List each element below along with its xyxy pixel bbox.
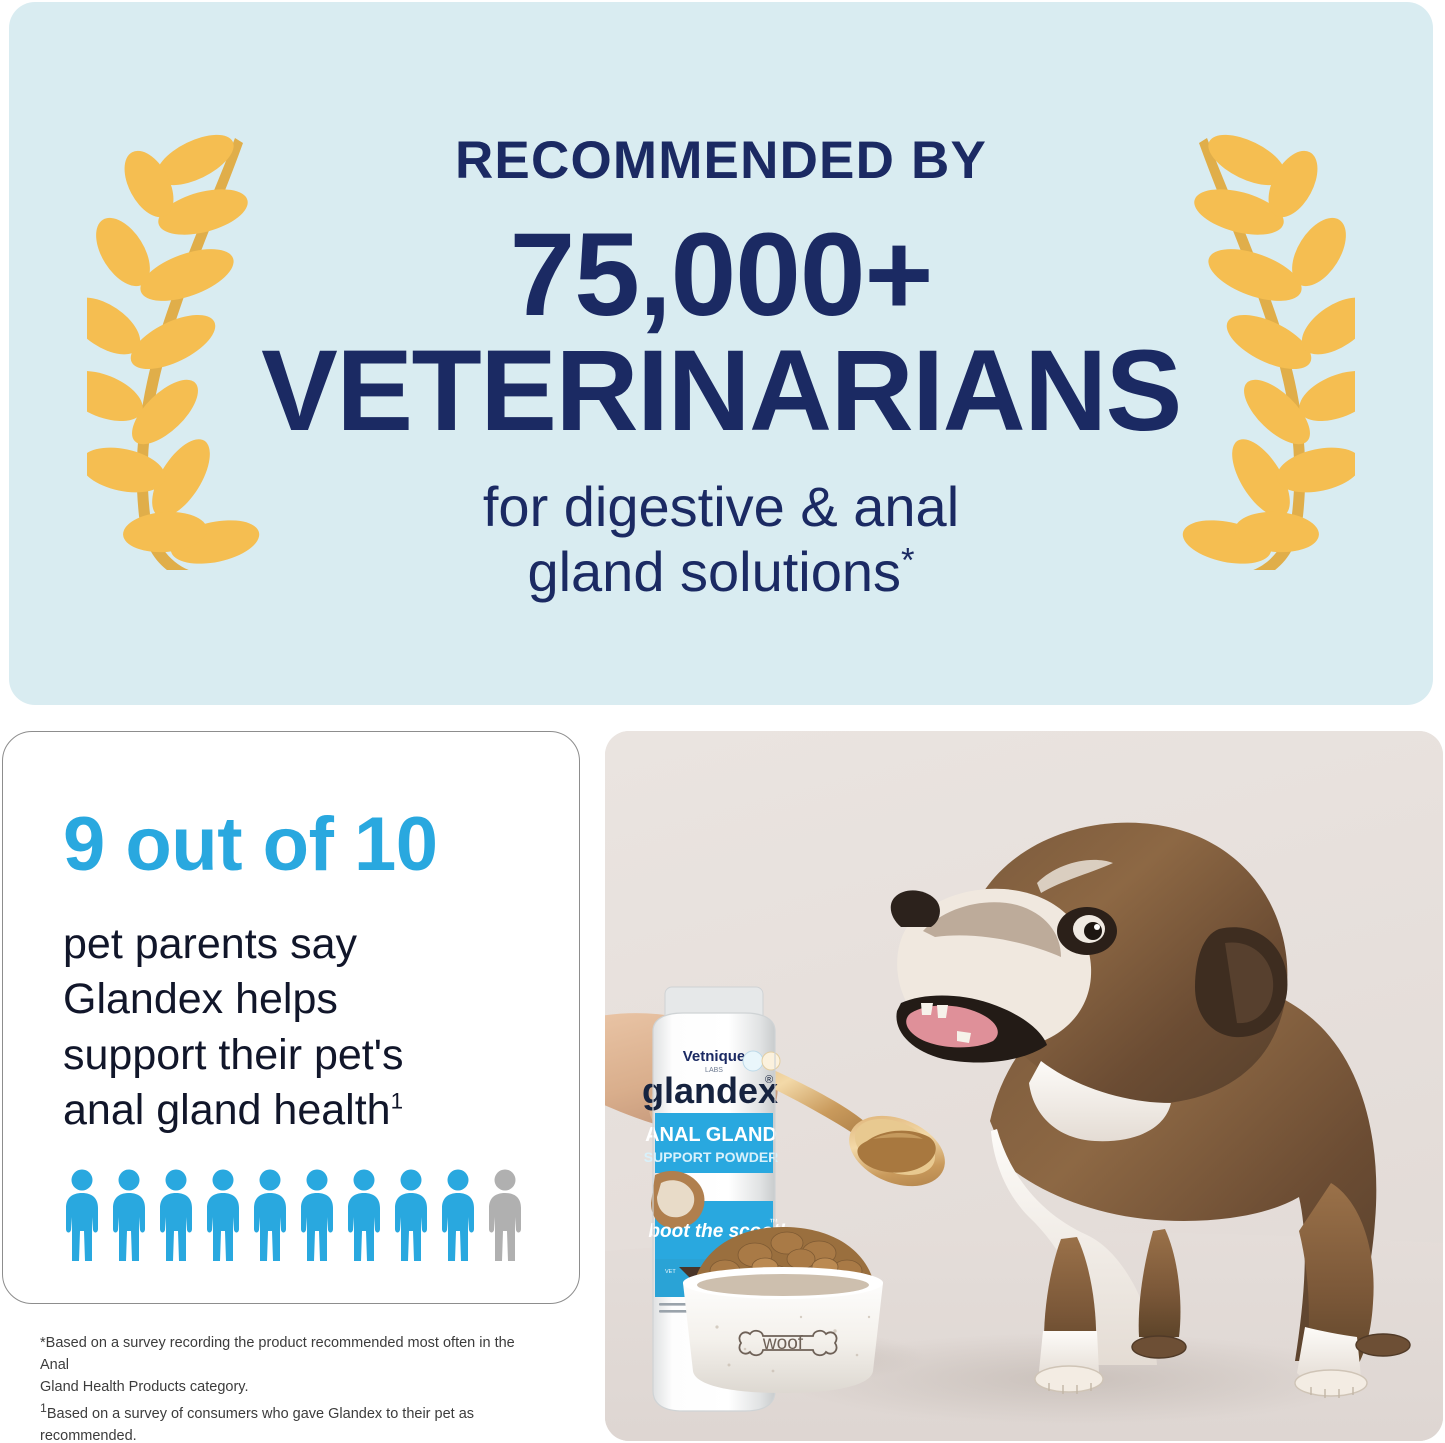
hero-count: 75,000+ — [509, 209, 934, 341]
svg-text:ANAL GLAND: ANAL GLAND — [645, 1124, 777, 1146]
footnote-line-1: *Based on a survey recording the product… — [40, 1335, 515, 1374]
hero-footnote-marker: * — [901, 541, 915, 580]
svg-text:woof: woof — [762, 1333, 804, 1354]
hero-text-block: RECOMMENDED BY 75,000+ VETERINARIANS for… — [9, 134, 1433, 605]
footnote-line-3-text: Based on a survey of consumers who gave … — [40, 1405, 475, 1443]
person-icon — [484, 1169, 526, 1263]
stat-body-line3: support their pet's — [63, 1030, 404, 1079]
person-icon — [61, 1169, 103, 1263]
stat-body-line4-text: anal gland health — [63, 1086, 391, 1135]
hero-subtitle: for digestive & anal gland solutions* — [9, 474, 1433, 605]
footnote-marker-1: 1 — [40, 1400, 47, 1415]
person-icon — [249, 1169, 291, 1263]
person-icon — [390, 1169, 432, 1263]
hero-panel: RECOMMENDED BY 75,000+ VETERINARIANS for… — [9, 2, 1433, 705]
footnote-line-2: Gland Health Products category. — [40, 1379, 249, 1396]
person-icon — [155, 1169, 197, 1263]
person-icon — [296, 1169, 338, 1263]
hero-eyebrow: RECOMMENDED BY — [454, 131, 988, 190]
svg-text:®: ® — [765, 1074, 773, 1086]
stat-headline: 9 out of 10 — [63, 802, 438, 887]
laurel-branch-icon-left — [87, 130, 297, 570]
hero-subtitle-line2-text: gland solutions — [527, 540, 902, 604]
stat-body-line4: anal gland health1 — [63, 1083, 543, 1138]
svg-text:SUPPORT POWDER: SUPPORT POWDER — [644, 1149, 779, 1165]
people-pictogram — [61, 1169, 526, 1263]
person-icon — [202, 1169, 244, 1263]
person-icon — [437, 1169, 479, 1263]
laurel-branch-icon-right — [1145, 130, 1355, 570]
person-icon — [108, 1169, 150, 1263]
stat-footnote-marker: 1 — [390, 1089, 403, 1115]
svg-text:glandex: glandex — [642, 1070, 778, 1111]
stat-body: pet parents say Glandex helps support th… — [63, 917, 543, 1139]
footnotes: *Based on a survey recording the product… — [40, 1332, 540, 1443]
stat-card: 9 out of 10 pet parents say Glandex help… — [2, 731, 580, 1304]
product-lifestyle-photo: Vetnique LABS glandex ® ANAL GLAND SUPPO… — [605, 731, 1443, 1441]
svg-text:™: ™ — [769, 1217, 778, 1227]
hero-audience: VETERINARIANS — [261, 327, 1182, 456]
stat-body-line2: Glandex helps — [63, 975, 338, 1024]
svg-text:Vetnique: Vetnique — [683, 1048, 746, 1065]
svg-text:VET: VET — [665, 1269, 676, 1275]
footnote-line-3: 1Based on a survey of consumers who gave… — [40, 1399, 540, 1443]
person-icon — [343, 1169, 385, 1263]
hero-subtitle-line2: gland solutions* — [9, 539, 1433, 605]
svg-text:LABS: LABS — [705, 1067, 723, 1074]
hero-subtitle-line1: for digestive & anal — [482, 474, 960, 538]
stat-body-line1: pet parents say — [63, 920, 358, 968]
